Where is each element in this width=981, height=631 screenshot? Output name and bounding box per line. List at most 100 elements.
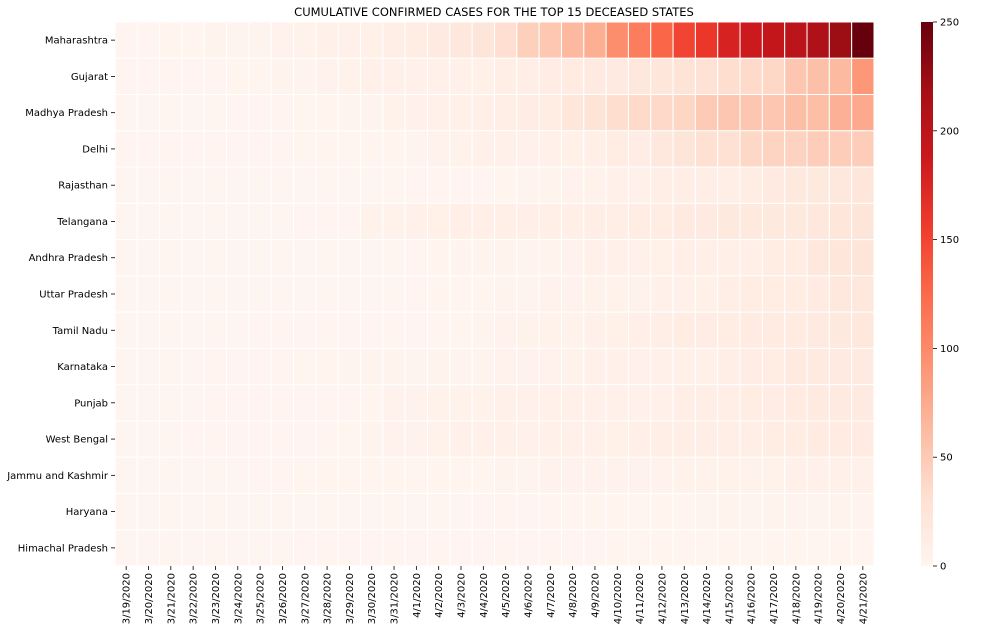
- heatmap-cell: [694, 529, 719, 567]
- heatmap-cell: [605, 21, 629, 59]
- x-tick-label: 4/7/2020: [546, 573, 557, 618]
- heatmap-cell: [159, 311, 183, 349]
- heatmap-cell: [159, 420, 183, 458]
- heatmap-cell: [717, 275, 741, 313]
- y-tick-label: Uttar Pradesh: [39, 290, 108, 301]
- heatmap-cell: [248, 529, 272, 567]
- y-tick-label: Telangana: [56, 217, 108, 228]
- heatmap-cell: [583, 347, 607, 386]
- heatmap-cell: [159, 94, 183, 132]
- heatmap-cell: [471, 166, 496, 204]
- heatmap-cell: [627, 347, 652, 386]
- heatmap-cell: [181, 311, 205, 349]
- heatmap-cell: [828, 456, 853, 494]
- heatmap-cell: [739, 420, 763, 458]
- heatmap-cell: [650, 311, 674, 349]
- heatmap-cell: [203, 529, 228, 567]
- heatmap-cell: [516, 456, 540, 494]
- heatmap-cell: [114, 456, 138, 494]
- heatmap-cell: [494, 311, 518, 349]
- heatmap-cell: [203, 202, 228, 241]
- heatmap-cell: [627, 420, 652, 458]
- heatmap-cell: [851, 94, 875, 132]
- heatmap-cell: [449, 130, 473, 168]
- heatmap-cell: [449, 347, 473, 386]
- heatmap-cell: [315, 456, 339, 494]
- heatmap-cell: [694, 130, 719, 168]
- heatmap-cell: [761, 420, 786, 458]
- x-tick-label: 4/5/2020: [501, 573, 512, 618]
- x-tick-label: 4/21/2020: [858, 573, 869, 624]
- heatmap-cell: [806, 202, 830, 241]
- heatmap-cell: [739, 275, 763, 313]
- heatmap-cell: [226, 420, 250, 458]
- heatmap-cell: [717, 420, 741, 458]
- heatmap-cell: [404, 57, 429, 96]
- heatmap-cell: [159, 202, 183, 241]
- heatmap-cell: [605, 57, 629, 96]
- heatmap-cell: [404, 21, 429, 59]
- heatmap-cell: [605, 94, 629, 132]
- heatmap-cell: [650, 202, 674, 241]
- heatmap-cell: [360, 456, 384, 494]
- colorbar-tick-label: 150: [940, 235, 959, 246]
- heatmap-cell: [784, 202, 808, 241]
- heatmap-cell: [203, 275, 228, 313]
- y-tick-label: Andhra Pradesh: [29, 253, 108, 264]
- y-tick-label: Madhya Pradesh: [25, 108, 108, 119]
- heatmap-cell: [583, 384, 607, 422]
- heatmap-cell: [382, 57, 406, 96]
- heatmap-cell: [717, 311, 741, 349]
- heatmap-cell: [248, 239, 272, 277]
- heatmap-cell: [248, 57, 272, 96]
- heatmap-cell: [226, 311, 250, 349]
- heatmap-cell: [583, 202, 607, 241]
- heatmap-cell: [293, 492, 317, 531]
- heatmap-cell: [784, 311, 808, 349]
- heatmap-cell: [627, 239, 652, 277]
- heatmap-cell: [717, 130, 741, 168]
- heatmap-cell: [337, 21, 362, 59]
- heatmap-cell: [851, 275, 875, 313]
- heatmap-cell: [828, 420, 853, 458]
- x-tick-label: 3/23/2020: [211, 573, 222, 624]
- heatmap-cell: [136, 202, 161, 241]
- heatmap-cell: [360, 529, 384, 567]
- heatmap-cell: [270, 166, 295, 204]
- heatmap-cell: [761, 456, 786, 494]
- heatmap-cell: [761, 202, 786, 241]
- heatmap-cell: [494, 57, 518, 96]
- heatmap-cell: [114, 384, 138, 422]
- x-tick-label: 4/20/2020: [836, 573, 847, 624]
- heatmap-cell: [270, 130, 295, 168]
- heatmap-cell: [203, 347, 228, 386]
- heatmap-cell: [605, 311, 629, 349]
- heatmap-cell: [560, 57, 585, 96]
- heatmap-cell: [471, 456, 496, 494]
- heatmap-cell: [650, 21, 674, 59]
- heatmap-cell: [717, 529, 741, 567]
- heatmap-cell: [806, 311, 830, 349]
- heatmap-cell: [672, 347, 696, 386]
- heatmap-cell: [761, 492, 786, 531]
- heatmap-cell: [293, 275, 317, 313]
- heatmap-cell: [203, 492, 228, 531]
- heatmap-cell: [226, 21, 250, 59]
- heatmap-cell: [404, 202, 429, 241]
- heatmap-cell: [136, 529, 161, 567]
- heatmap-cell: [471, 239, 496, 277]
- heatmap-cell: [560, 529, 585, 567]
- heatmap-cell: [494, 130, 518, 168]
- x-tick-label: 3/24/2020: [233, 573, 244, 624]
- heatmap-cell: [851, 21, 875, 59]
- heatmap-cell: [583, 456, 607, 494]
- heatmap-cell: [627, 384, 652, 422]
- heatmap-cell: [248, 492, 272, 531]
- heatmap-cell: [203, 384, 228, 422]
- heatmap-cell: [471, 94, 496, 132]
- heatmap-cell: [270, 21, 295, 59]
- heatmap-cell: [203, 21, 228, 59]
- heatmap-cell: [851, 347, 875, 386]
- heatmap-cell: [650, 94, 674, 132]
- heatmap-cell: [337, 202, 362, 241]
